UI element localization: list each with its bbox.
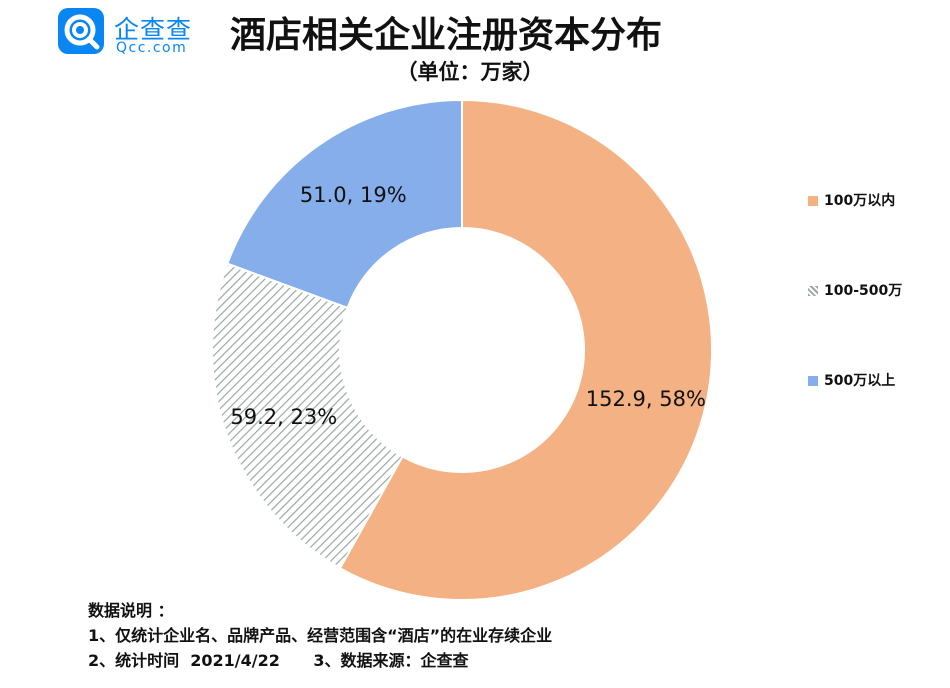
slice-data-label: 152.9, 58% (586, 387, 706, 411)
chart-subtitle: （单位：万家） (396, 60, 544, 84)
legend-label: 100-500万 (824, 283, 903, 299)
slice-under-1m (338, 98, 713, 601)
legend-swatch-small (808, 196, 818, 206)
slice-over-5m (226, 98, 463, 310)
data-notes: 数据说明 ： 1、仅统计企业名、品牌产品、经营范围含“酒店”的在业存续企业 2、… (88, 598, 552, 673)
slice-1m-5m (211, 262, 404, 570)
notes-heading: 数据说明 ： (88, 601, 174, 620)
slice-data-label: 51.0, 19% (300, 183, 407, 207)
qcc-logo: 企查查 Qcc.com (58, 8, 208, 56)
logo-name-en: Qcc.com (116, 40, 188, 56)
legend-label: 100万以内 (824, 193, 896, 209)
legend-item: 100-500万 (808, 280, 902, 370)
notes-line-1: 1、仅统计企业名、品牌产品、经营范围含“酒店”的在业存续企业 (88, 626, 553, 645)
chart-title: 酒店相关企业注册资本分布 (230, 15, 663, 56)
legend: 100万以内 100-500万 500万以上 (808, 190, 902, 460)
legend-item: 100万以内 (808, 190, 902, 280)
legend-label: 500万以上 (824, 373, 896, 389)
slice-data-label: 59.2, 23% (230, 405, 337, 429)
legend-swatch-large (808, 376, 818, 386)
legend-item: 500万以上 (808, 370, 902, 460)
legend-swatch-mid (808, 286, 818, 296)
qcc-logo-icon (58, 8, 104, 54)
notes-line-2: 2、统计时间 2021/4/22 3、数据来源：企查查 (88, 651, 469, 670)
logo-name-cn: 企查查 (114, 15, 193, 44)
